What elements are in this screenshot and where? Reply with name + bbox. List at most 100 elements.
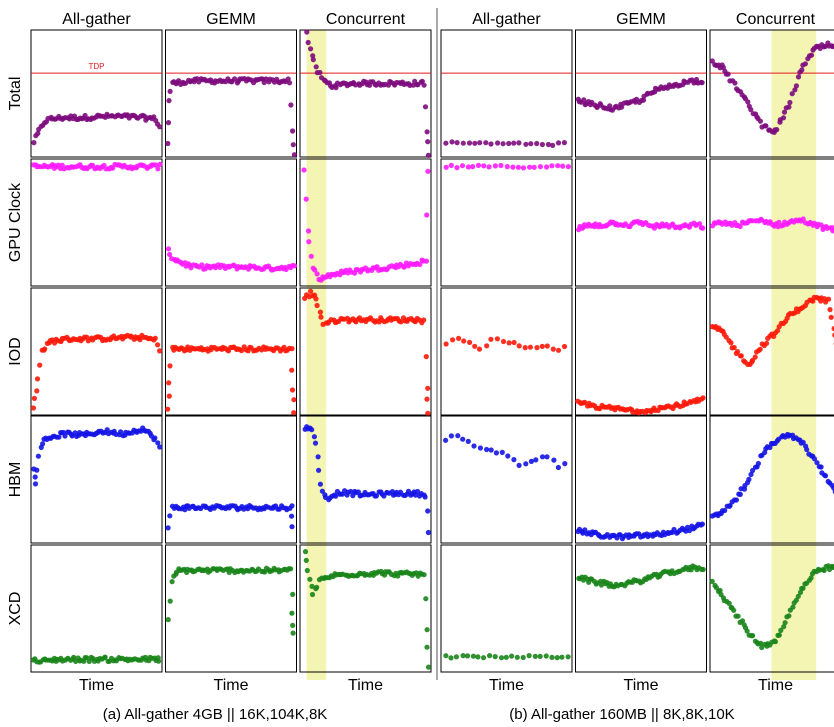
- data-point: [289, 513, 295, 519]
- data-point: [84, 655, 90, 661]
- data-point: [460, 436, 466, 442]
- data-point: [303, 557, 309, 564]
- data-point: [289, 387, 296, 393]
- data-point: [581, 97, 587, 103]
- data-point: [786, 104, 792, 110]
- data-point: [424, 396, 430, 402]
- data-point: [301, 167, 307, 173]
- data-point: [488, 447, 494, 453]
- data-point: [731, 607, 737, 613]
- data-point: [401, 264, 407, 270]
- data-point: [560, 163, 566, 169]
- plot-cell: [165, 158, 297, 287]
- data-point: [128, 333, 134, 339]
- data-point: [830, 44, 834, 50]
- data-point: [511, 140, 517, 146]
- data-point: [738, 353, 744, 359]
- data-point: [776, 632, 782, 638]
- data-point: [423, 596, 429, 602]
- data-point: [313, 296, 319, 302]
- plot-cell: [165, 287, 297, 416]
- data-point: [169, 579, 175, 585]
- data-point: [755, 460, 762, 467]
- data-point: [425, 152, 431, 158]
- data-point: [499, 449, 505, 455]
- data-point: [752, 354, 758, 360]
- data-point: [303, 196, 309, 202]
- data-point: [424, 129, 430, 135]
- data-point: [506, 140, 512, 147]
- data-point: [291, 263, 298, 269]
- data-point: [425, 410, 431, 416]
- data-point: [799, 67, 805, 73]
- plot-cell: [30, 287, 163, 416]
- data-point: [165, 246, 172, 252]
- data-point: [516, 343, 522, 349]
- data-point: [539, 454, 546, 460]
- data-point: [310, 57, 316, 63]
- data-point: [786, 613, 792, 619]
- plot-cell: [440, 158, 573, 287]
- plot-cell: [709, 287, 834, 416]
- data-point: [443, 437, 449, 443]
- data-point: [483, 140, 489, 146]
- plot-cell: [30, 544, 163, 673]
- data-point: [306, 239, 312, 245]
- data-point: [232, 76, 238, 82]
- data-point: [42, 346, 48, 352]
- plot-cell: [440, 287, 573, 416]
- column-title: GEMM: [206, 11, 256, 28]
- data-point: [425, 139, 431, 145]
- data-point: [289, 367, 295, 373]
- data-point: [35, 453, 42, 459]
- data-point: [514, 654, 520, 660]
- data-point: [640, 97, 647, 103]
- data-point: [238, 348, 245, 354]
- data-point: [333, 493, 339, 499]
- data-point: [559, 654, 565, 660]
- data-point: [523, 141, 529, 147]
- plot-cell: [299, 29, 432, 158]
- data-point: [288, 102, 294, 108]
- plot-cell: [299, 544, 432, 673]
- data-point: [826, 296, 832, 302]
- data-point: [155, 440, 161, 446]
- data-point: [459, 163, 466, 169]
- data-point: [166, 393, 172, 399]
- data-point: [539, 141, 546, 148]
- data-point: [509, 653, 515, 659]
- data-point: [734, 349, 741, 355]
- data-point: [520, 654, 526, 661]
- data-point: [30, 405, 36, 411]
- data-point: [772, 639, 779, 645]
- data-point: [562, 461, 568, 467]
- data-point: [475, 162, 482, 168]
- data-point: [449, 139, 455, 145]
- data-point: [289, 524, 295, 530]
- data-point: [561, 140, 568, 146]
- data-point: [165, 406, 171, 412]
- data-point: [34, 388, 40, 394]
- data-point: [464, 653, 471, 659]
- data-point: [34, 376, 41, 382]
- data-point: [305, 228, 312, 234]
- data-point: [286, 80, 293, 86]
- data-point: [443, 140, 449, 146]
- data-point: [421, 572, 427, 578]
- data-point: [157, 348, 163, 354]
- data-point: [315, 454, 321, 460]
- data-point: [831, 485, 834, 491]
- data-point: [314, 584, 320, 590]
- data-point: [792, 87, 798, 93]
- column-title: All-gather: [62, 11, 131, 28]
- data-point: [305, 39, 311, 46]
- data-point: [333, 85, 339, 91]
- data-point: [460, 653, 466, 659]
- data-point: [492, 654, 498, 660]
- data-point: [748, 107, 754, 113]
- data-point: [31, 395, 37, 401]
- data-point: [800, 216, 806, 222]
- data-point: [539, 343, 545, 349]
- plot-cell: [165, 29, 297, 158]
- data-point: [787, 99, 793, 106]
